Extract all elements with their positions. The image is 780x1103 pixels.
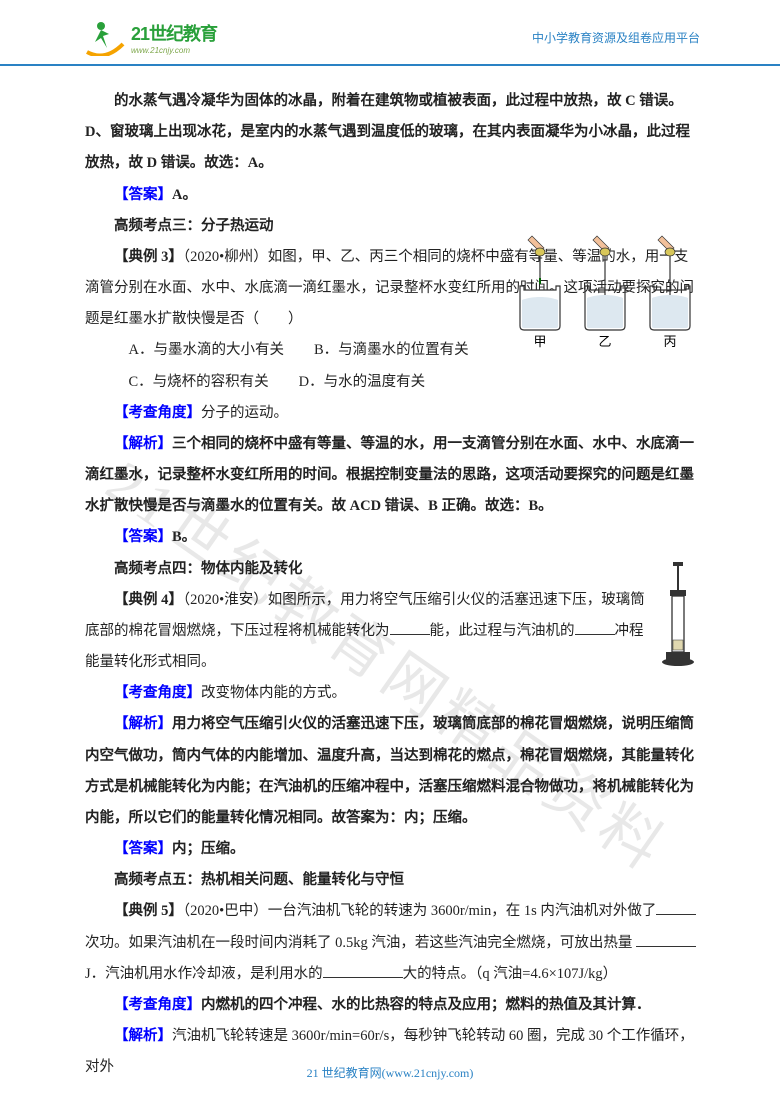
logo-icon bbox=[85, 18, 125, 56]
blank-2 bbox=[575, 620, 615, 635]
blank-1 bbox=[390, 620, 430, 635]
blank-5 bbox=[323, 963, 403, 978]
answer-3-label: 【答案】 bbox=[114, 529, 172, 545]
intro-continuation: 的水蒸气遇冷凝华为固体的冰晶，附着在建筑物或植被表面，此过程中放热，故 C 错误… bbox=[85, 86, 700, 180]
kaodian-5: 高频考点五：热机相关问题、能量转化与守恒 bbox=[85, 865, 700, 896]
ex3-optA: A．与墨水滴的大小有关 bbox=[129, 335, 284, 366]
svg-text:丙: 丙 bbox=[663, 334, 676, 349]
example-5-label: 【典例 5】 bbox=[114, 903, 183, 919]
logo-block: 21世纪教育 www.21cnjy.com bbox=[85, 18, 217, 56]
jiexi-4-label: 【解析】 bbox=[114, 716, 172, 732]
ex3-optB: B．与滴墨水的位置有关 bbox=[314, 335, 469, 366]
example-3-label: 【典例 3】 bbox=[114, 249, 183, 265]
answer-4: 【答案】内；压缩。 bbox=[85, 834, 700, 865]
kaocha-3: 【考查角度】分子的运动。 bbox=[85, 398, 700, 429]
example-4-label: 【典例 4】 bbox=[114, 592, 183, 608]
answer-4-label: 【答案】 bbox=[114, 841, 172, 857]
page-header: 21世纪教育 www.21cnjy.com 中小学教育资源及组卷应用平台 bbox=[0, 0, 780, 66]
jiexi-3: 【解析】三个相同的烧杯中盛有等量、等温的水，用一支滴管分别在水面、水中、水底滴一… bbox=[85, 429, 700, 523]
kaocha-4-label: 【考查角度】 bbox=[114, 685, 201, 701]
jiexi-4: 【解析】用力将空气压缩引火仪的活塞迅速下压，玻璃筒底部的棉花冒烟燃烧，说明压缩筒… bbox=[85, 709, 700, 834]
ex3-optD: D．与水的温度有关 bbox=[299, 367, 425, 398]
svg-text:甲: 甲 bbox=[533, 334, 546, 349]
svg-text:乙: 乙 bbox=[598, 334, 611, 349]
blank-3 bbox=[656, 901, 696, 916]
answer-label: 【答案】 bbox=[114, 187, 172, 203]
answer-3: 【答案】B。 bbox=[85, 522, 700, 553]
cylinder-figure bbox=[658, 560, 698, 670]
logo-text: 21世纪教育 bbox=[131, 20, 217, 46]
blank-4 bbox=[636, 932, 696, 947]
beakers-figure: 甲 乙 丙 bbox=[502, 230, 702, 350]
logo-url: www.21cnjy.com bbox=[131, 46, 217, 55]
jiexi-3-label: 【解析】 bbox=[114, 436, 172, 452]
jiexi-5-label: 【解析】 bbox=[114, 1028, 172, 1044]
kaocha-5-label: 【考查角度】 bbox=[114, 997, 201, 1013]
jiexi-5: 【解析】汽油机飞轮转速是 3600r/min=60r/s，每秒钟飞轮转动 60 … bbox=[85, 1021, 700, 1083]
ex3-optC: C．与烧杯的容积有关 bbox=[129, 367, 269, 398]
kaodian-4: 高频考点四：物体内能及转化 bbox=[85, 554, 700, 585]
kaocha-3-label: 【考查角度】 bbox=[114, 405, 201, 421]
answer-2: 【答案】A。 bbox=[85, 180, 700, 211]
header-right: 中小学教育资源及组卷应用平台 bbox=[532, 29, 700, 46]
kaocha-5: 【考查角度】内燃机的四个冲程、水的比热容的特点及应用；燃料的热值及其计算． bbox=[85, 990, 700, 1021]
example-5-stem: 【典例 5】（2020•巴中）一台汽油机飞轮的转速为 3600r/min，在 1… bbox=[85, 896, 700, 990]
kaocha-4: 【考查角度】改变物体内能的方式。 bbox=[85, 678, 700, 709]
ex3-options-row2: C．与烧杯的容积有关 D．与水的温度有关 bbox=[129, 367, 701, 398]
example-4-stem: 【典例 4】（2020•淮安）如图所示，用力将空气压缩引火仪的活塞迅速下压，玻璃… bbox=[85, 585, 700, 679]
